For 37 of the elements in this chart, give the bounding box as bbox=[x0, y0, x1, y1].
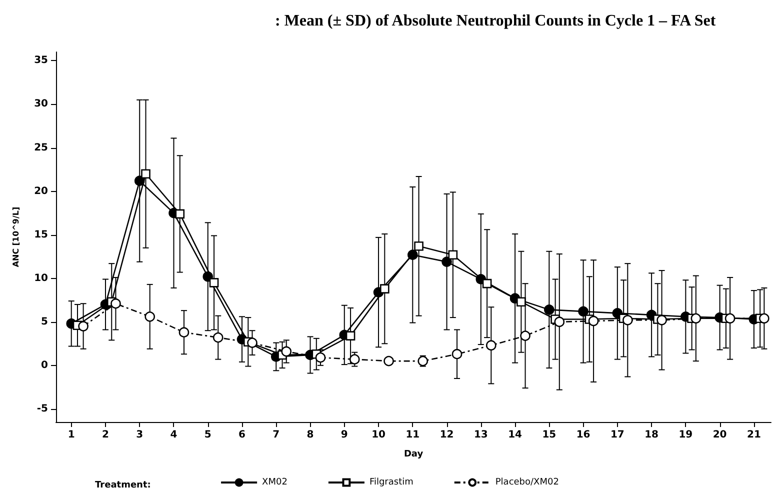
y-tick-label: 35 bbox=[34, 55, 48, 66]
x-axis-title: Day bbox=[404, 450, 424, 460]
x-tick-label: 8 bbox=[306, 430, 314, 440]
x-tick-label: 6 bbox=[238, 430, 246, 440]
x-tick-label: 2 bbox=[102, 430, 110, 440]
x-tick-label: 17 bbox=[610, 430, 624, 440]
y-tick-label: 25 bbox=[34, 142, 48, 154]
x-tick-label: 18 bbox=[644, 430, 659, 440]
x-tick-label: 14 bbox=[508, 430, 522, 440]
y-tick-label: 30 bbox=[34, 98, 48, 110]
x-tick-label: 13 bbox=[474, 430, 488, 440]
x-tick-label: 12 bbox=[440, 430, 454, 440]
y-tick-label: 15 bbox=[34, 229, 48, 240]
y-tick-label: 5 bbox=[41, 316, 48, 328]
y-tick-label: 20 bbox=[34, 186, 48, 197]
x-tick-label: 7 bbox=[272, 430, 280, 440]
y-tick-label: 0 bbox=[41, 360, 48, 371]
legend-label: Placebo/XM02 bbox=[495, 478, 559, 488]
x-tick-label: 16 bbox=[576, 430, 590, 440]
x-tick-label: 10 bbox=[372, 430, 386, 440]
x-tick-label: 4 bbox=[170, 430, 178, 440]
legend-label: Filgrastim bbox=[369, 478, 414, 488]
x-tick-label: 3 bbox=[136, 430, 144, 440]
x-tick-label: 9 bbox=[340, 430, 348, 440]
x-tick-label: 15 bbox=[542, 430, 556, 440]
legend-label: XM02 bbox=[262, 478, 288, 488]
x-tick-label: 20 bbox=[712, 430, 727, 440]
x-tick-label: 21 bbox=[746, 430, 761, 440]
x-tick-label: 5 bbox=[204, 430, 212, 440]
chart-title: : Mean (± SD) of Absolute Neutrophil Counts in Cycle 1 – FA Set bbox=[275, 12, 716, 30]
legend-title: Treatment: bbox=[95, 480, 151, 490]
y-tick-label: -5 bbox=[36, 403, 48, 414]
y-tick-label: 10 bbox=[34, 272, 48, 284]
y-axis-title: ANC [10^9/L] bbox=[12, 206, 20, 268]
x-tick-label: 11 bbox=[406, 430, 420, 440]
x-tick-label: 19 bbox=[678, 430, 693, 440]
x-tick-label: 1 bbox=[68, 430, 75, 440]
